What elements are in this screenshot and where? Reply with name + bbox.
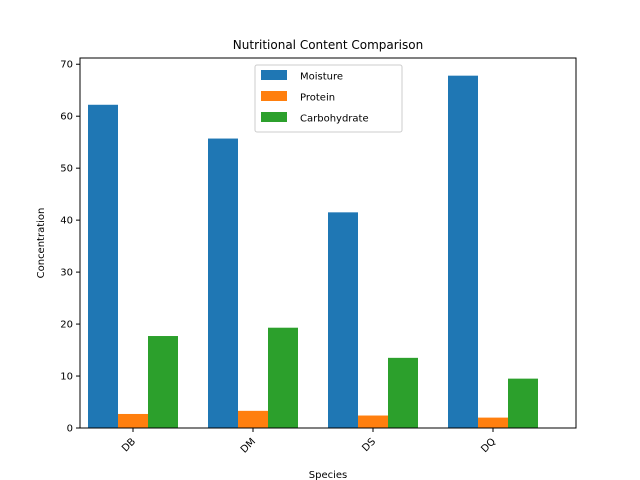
legend-swatch-moisture: [261, 70, 287, 80]
x-tick-label: DB: [120, 436, 138, 454]
y-tick-label: 50: [60, 164, 73, 175]
legend-label-carbohydrate: Carbohydrate: [300, 114, 369, 125]
bar-protein-ds: [358, 415, 388, 428]
bar-moisture-db: [88, 104, 118, 429]
y-axis-title: Concentration: [36, 208, 47, 279]
axes-frame: [79, 57, 577, 429]
bar-protein-dq: [478, 417, 508, 428]
bar-protein-dm: [238, 410, 268, 428]
plot-area: 0 10 20 30 40 50 60 70 DB DM DS DQ: [60, 60, 538, 456]
y-tick-label: 10: [60, 372, 73, 383]
y-tick-label: 60: [60, 112, 73, 123]
y-tick-label: 20: [60, 320, 73, 331]
y-tick-label: 0: [67, 424, 73, 435]
x-tick-label: DQ: [479, 436, 498, 455]
bar-carbohydrate-dq: [508, 378, 538, 428]
legend-box: [254, 64, 403, 133]
legend-swatch-protein: [261, 91, 287, 101]
x-axis-title: Species: [309, 470, 348, 480]
bar-carbohydrate-db: [148, 336, 178, 428]
bar-protein-db: [118, 413, 148, 428]
legend: Moisture Protein Carbohydrate: [254, 64, 403, 133]
y-tick-label: 40: [60, 216, 73, 227]
x-tick-label: DM: [239, 436, 258, 455]
legend-label-moisture: Moisture: [300, 72, 343, 83]
chart-title: Nutritional Content Comparison: [233, 38, 423, 52]
legend-label-protein: Protein: [300, 93, 335, 104]
bar-carbohydrate-dm: [268, 327, 298, 428]
legend-swatch-carbohydrate: [261, 112, 287, 122]
bar-carbohydrate-ds: [388, 357, 418, 428]
x-tick-label: DS: [360, 436, 378, 454]
y-tick-label: 70: [60, 60, 73, 71]
bar-moisture-dq: [448, 75, 478, 428]
bar-moisture-dm: [208, 138, 238, 428]
y-tick-label: 30: [60, 268, 73, 279]
bar-moisture-ds: [328, 212, 358, 428]
